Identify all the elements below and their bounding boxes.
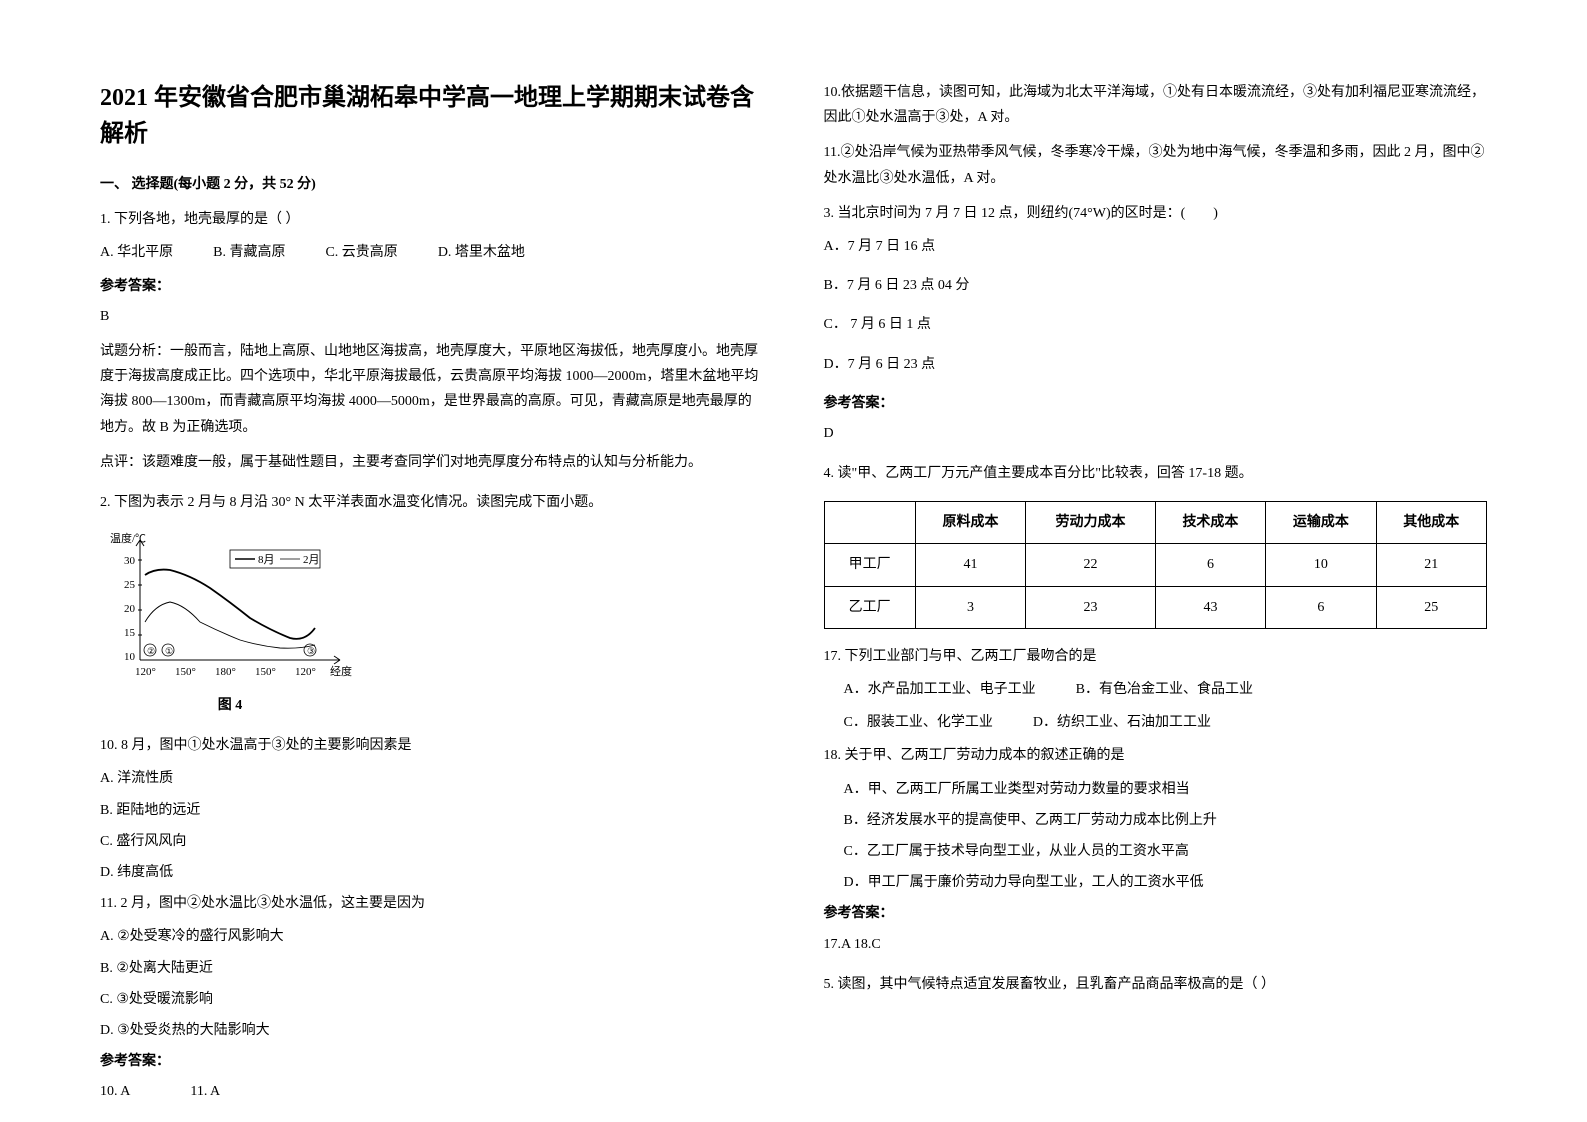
chart-svg: 温度/℃ 30 25 20 15 10 120° 150° 180° 150° … xyxy=(100,530,360,690)
svg-text:180°: 180° xyxy=(215,666,236,678)
q2-sub10-b: B. 距陆地的远近 xyxy=(100,798,764,823)
question-5: 5. 读图，其中气候特点适宜发展畜牧业，且乳畜产品商品率极高的是（ ） xyxy=(824,972,1488,997)
q3-answer: D xyxy=(824,421,1488,446)
th-other: 其他成本 xyxy=(1376,502,1486,544)
svg-text:经度: 经度 xyxy=(330,664,352,678)
chart-figure4: 温度/℃ 30 25 20 15 10 120° 150° 180° 150° … xyxy=(100,530,360,718)
q3-opt-a: A．7 月 7 日 16 点 xyxy=(824,234,1488,259)
q2-answers: 10. A 11. A xyxy=(100,1079,764,1104)
svg-text:①: ① xyxy=(165,646,173,656)
svg-text:150°: 150° xyxy=(175,666,196,678)
q1-explain1: 试题分析：一般而言，陆地上高原、山地地区海拔高，地壳厚度大，平原地区海拔低，地壳… xyxy=(100,339,764,440)
q2-sub11-d: D. ③处受炎热的大陆影响大 xyxy=(100,1018,764,1043)
q4-sub17-stem: 17. 下列工业部门与甲、乙两工厂最吻合的是 xyxy=(824,644,1488,669)
q3-options: A．7 月 7 日 16 点 B．7 月 6 日 23 点 04 分 C． 7 … xyxy=(824,234,1488,377)
q3-answer-label: 参考答案： xyxy=(824,391,1488,416)
q4-17-b: B．有色冶金工业、食品工业 xyxy=(1076,677,1253,702)
q2-sub10-stem: 10. 8 月，图中①处水温高于③处的主要影响因素是 xyxy=(100,733,764,758)
q2-ans10: 10. A xyxy=(100,1079,130,1104)
q4-17-d: D．纺织工业、石油加工工业 xyxy=(1033,710,1211,735)
q3-opt-c: C． 7 月 6 日 1 点 xyxy=(824,312,1488,337)
th-raw: 原料成本 xyxy=(915,502,1025,544)
q1-stem: 1. 下列各地，地壳最厚的是（ ） xyxy=(100,207,764,232)
q4-18-c: C．乙工厂属于技术导向型工业，从业人员的工资水平高 xyxy=(844,839,1488,864)
q2-explain11: 11.②处沿岸气候为亚热带季风气候，冬季寒冷干燥，③处为地中海气候，冬季温和多雨… xyxy=(824,140,1488,190)
q5-stem: 5. 读图，其中气候特点适宜发展畜牧业，且乳畜产品商品率极高的是（ ） xyxy=(824,972,1488,997)
svg-text:10: 10 xyxy=(124,651,136,663)
q2-sub11-stem: 11. 2 月，图中②处水温比③处水温低，这主要是因为 xyxy=(100,891,764,916)
svg-text:150°: 150° xyxy=(255,666,276,678)
chart-caption: 图 4 xyxy=(100,693,360,718)
q4-sub18-opts: A．甲、乙两工厂所属工业类型对劳动力数量的要求相当 B．经济发展水平的提高使甲、… xyxy=(824,777,1488,896)
svg-text:120°: 120° xyxy=(135,666,156,678)
q1-opt-b: B. 青藏高原 xyxy=(213,240,285,265)
table-row: 乙工厂 3 23 43 6 25 xyxy=(824,586,1487,628)
q4-answer-label: 参考答案： xyxy=(824,901,1488,926)
q4-18-a: A．甲、乙两工厂所属工业类型对劳动力数量的要求相当 xyxy=(844,777,1488,802)
table-row: 甲工厂 41 22 6 10 21 xyxy=(824,544,1487,586)
q2-answer-label: 参考答案： xyxy=(100,1049,764,1074)
q2-ans11: 11. A xyxy=(190,1079,220,1104)
q4-sub17-opts: A．水产品加工工业、电子工业 B．有色冶金工业、食品工业 C．服装工业、化学工业… xyxy=(824,677,1488,735)
svg-text:15: 15 xyxy=(124,627,136,639)
q2-sub10-a: A. 洋流性质 xyxy=(100,766,764,791)
page-title: 2021 年安徽省合肥市巢湖柘皋中学高一地理上学期期末试卷含解析 xyxy=(100,80,764,152)
q4-17-c: C．服装工业、化学工业 xyxy=(844,710,993,735)
q2-sub10-d: D. 纬度高低 xyxy=(100,860,764,885)
q1-explain2: 点评：该题难度一般，属于基础性题目，主要考查同学们对地壳厚度分布特点的认知与分析… xyxy=(100,450,764,475)
svg-text:25: 25 xyxy=(124,579,136,591)
svg-text:8月: 8月 xyxy=(258,554,275,566)
q4-18-b: B．经济发展水平的提高使甲、乙两工厂劳动力成本比例上升 xyxy=(844,808,1488,833)
q2-stem: 2. 下图为表示 2 月与 8 月沿 30° N 太平洋表面水温变化情况。读图完… xyxy=(100,490,764,515)
th-empty xyxy=(824,502,915,544)
svg-text:2月: 2月 xyxy=(303,554,320,566)
q2-sub11-a: A. ②处受寒冷的盛行风影响大 xyxy=(100,924,764,949)
svg-text:20: 20 xyxy=(124,603,136,615)
th-labor: 劳动力成本 xyxy=(1026,502,1156,544)
left-column: 2021 年安徽省合肥市巢湖柘皋中学高一地理上学期期末试卷含解析 一、 选择题(… xyxy=(100,80,764,1042)
right-column: 10.依据题干信息，读图可知，此海域为北太平洋海域，①处有日本暖流流经，③处有加… xyxy=(824,80,1488,1042)
q2-sub11-b: B. ②处离大陆更近 xyxy=(100,956,764,981)
svg-text:120°: 120° xyxy=(295,666,316,678)
svg-text:③: ③ xyxy=(307,646,315,656)
q1-answer: B xyxy=(100,304,764,329)
q2-sub11-c: C. ③处受暖流影响 xyxy=(100,987,764,1012)
th-tech: 技术成本 xyxy=(1155,502,1265,544)
q4-stem: 4. 读"甲、乙两工厂万元产值主要成本百分比"比较表，回答 17-18 题。 xyxy=(824,461,1488,486)
q4-sub18-stem: 18. 关于甲、乙两工厂劳动力成本的叙述正确的是 xyxy=(824,743,1488,768)
q2-explain10: 10.依据题干信息，读图可知，此海域为北太平洋海域，①处有日本暖流流经，③处有加… xyxy=(824,80,1488,130)
svg-text:30: 30 xyxy=(124,555,136,567)
q1-answer-label: 参考答案： xyxy=(100,274,764,299)
th-transport: 运输成本 xyxy=(1266,502,1376,544)
q1-opt-a: A. 华北平原 xyxy=(100,240,173,265)
q4-18-d: D．甲工厂属于廉价劳动力导向型工业，工人的工资水平低 xyxy=(844,870,1488,895)
q3-opt-d: D．7 月 6 日 23 点 xyxy=(824,352,1488,377)
q3-opt-b: B．7 月 6 日 23 点 04 分 xyxy=(824,273,1488,298)
question-1: 1. 下列各地，地壳最厚的是（ ） A. 华北平原 B. 青藏高原 C. 云贵高… xyxy=(100,207,764,475)
q3-stem: 3. 当北京时间为 7 月 7 日 12 点，则纽约(74°W)的区时是：( ) xyxy=(824,201,1488,226)
svg-text:②: ② xyxy=(147,646,155,656)
q2-sub10-c: C. 盛行风风向 xyxy=(100,829,764,854)
q4-answers: 17.A 18.C xyxy=(824,932,1488,957)
q1-options: A. 华北平原 B. 青藏高原 C. 云贵高原 D. 塔里木盆地 xyxy=(100,240,764,265)
question-4: 4. 读"甲、乙两工厂万元产值主要成本百分比"比较表，回答 17-18 题。 原… xyxy=(824,461,1488,957)
q4-17-a: A．水产品加工工业、电子工业 xyxy=(844,677,1036,702)
table-header-row: 原料成本 劳动力成本 技术成本 运输成本 其他成本 xyxy=(824,502,1487,544)
question-2: 2. 下图为表示 2 月与 8 月沿 30° N 太平洋表面水温变化情况。读图完… xyxy=(100,490,764,1105)
question-3: 3. 当北京时间为 7 月 7 日 12 点，则纽约(74°W)的区时是：( )… xyxy=(824,201,1488,446)
q1-opt-d: D. 塔里木盆地 xyxy=(438,240,525,265)
chart-ylabel: 温度/℃ xyxy=(110,531,146,545)
cost-table: 原料成本 劳动力成本 技术成本 运输成本 其他成本 甲工厂 41 22 6 10… xyxy=(824,501,1488,629)
section-heading: 一、 选择题(每小题 2 分，共 52 分) xyxy=(100,172,764,197)
q1-opt-c: C. 云贵高原 xyxy=(325,240,397,265)
